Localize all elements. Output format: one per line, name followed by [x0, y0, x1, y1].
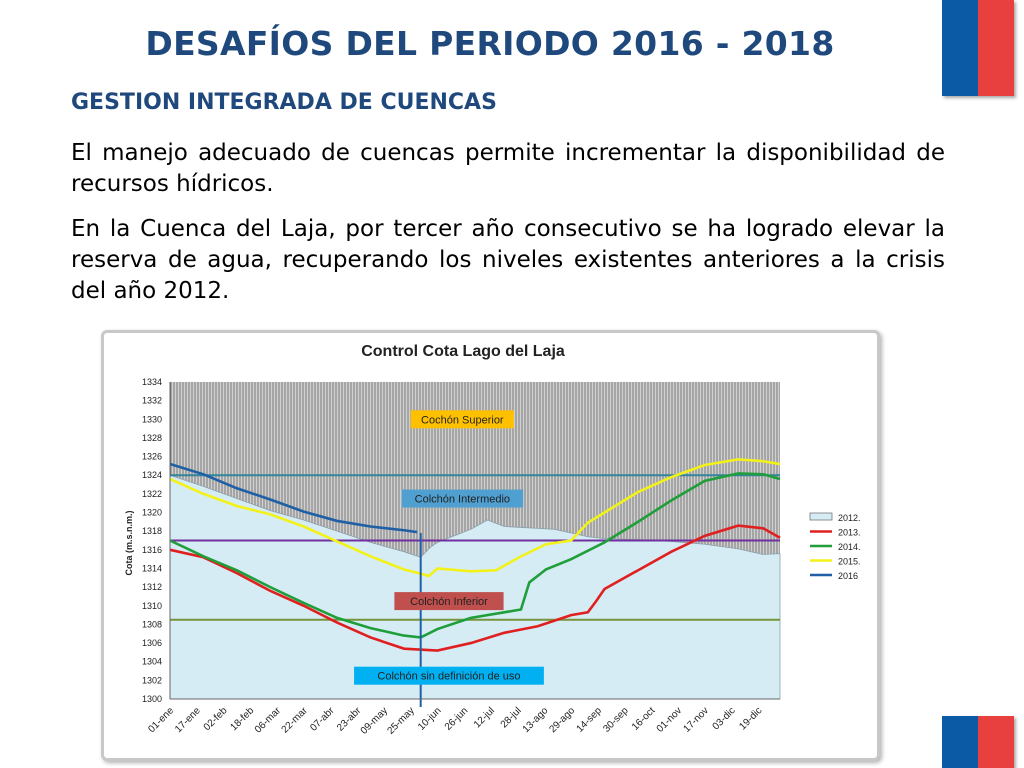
- x-tick-label: 16-oct: [630, 705, 658, 733]
- y-tick-label: 1312: [142, 582, 162, 592]
- flag-red-stripe: [978, 0, 1014, 96]
- x-tick-label: 17-nov: [682, 705, 711, 734]
- legend-label: 2014.: [838, 542, 861, 552]
- x-tick-label: 01-ene: [146, 705, 176, 735]
- flag-logo-top: [942, 0, 1014, 96]
- y-tick-label: 1306: [142, 638, 162, 648]
- x-tick-label: 26-jun: [443, 705, 470, 732]
- x-tick-label: 06-mar: [253, 705, 284, 736]
- y-tick-label: 1302: [142, 675, 162, 685]
- zone-label-text-1: Colchón Intermedio: [415, 494, 510, 506]
- x-tick-label: 19-dic: [737, 705, 764, 732]
- x-tick-label: 22-mar: [280, 705, 311, 736]
- y-tick-label: 1316: [142, 545, 162, 555]
- zone-label-text-2: Colchón Inferior: [410, 596, 488, 608]
- x-tick-label: 12-jul: [472, 705, 497, 730]
- y-tick-label: 1308: [142, 619, 162, 629]
- legend-label: 2016: [838, 571, 858, 581]
- x-tick-label: 02-feb: [202, 705, 230, 733]
- paragraph-laja: En la Cuenca del Laja, por tercer año co…: [71, 216, 945, 304]
- x-tick-label: 30-sep: [601, 705, 631, 735]
- y-tick-label: 1322: [142, 489, 162, 499]
- series-area-2012: [169, 474, 781, 700]
- y-tick-label: 1318: [142, 526, 162, 536]
- y-tick-label: 1300: [142, 694, 162, 704]
- chart-frame: Control Cota Lago del Laja Cota (m.s.n.m…: [101, 330, 880, 761]
- lake-level-chart: Control Cota Lago del Laja Cota (m.s.n.m…: [124, 343, 861, 737]
- y-tick-label: 1332: [142, 396, 162, 406]
- legend-label: 2012.: [838, 513, 861, 523]
- zone-label-box-0: [410, 410, 514, 429]
- series-line-2015: [169, 458, 781, 578]
- zone-label-text-3: Colchón sin definición de uso: [377, 671, 520, 683]
- flag-blue-stripe: [942, 716, 978, 768]
- legend-label: 2015.: [838, 557, 861, 567]
- series-line-2016: [169, 462, 418, 534]
- x-tick-label: 17-ene: [173, 705, 203, 735]
- slide-title: DESAFÍOS DEL PERIODO 2016 - 2018: [145, 24, 835, 63]
- x-tick-label: 28-jul: [499, 705, 524, 730]
- x-tick-label: 25-may: [385, 705, 416, 736]
- slide-subtitle: GESTION INTEGRADA DE CUENCAS: [71, 90, 497, 115]
- series-line-2014: [169, 472, 781, 639]
- flag-red-stripe: [978, 716, 1014, 768]
- legend-swatch: [809, 512, 833, 521]
- x-tick-label: 07-abr: [308, 705, 337, 734]
- zone-label-box-1: [401, 489, 524, 508]
- series-line-2013: [169, 524, 781, 652]
- legend-label: 2013.: [838, 528, 861, 538]
- x-tick-label: 13-ago: [521, 705, 551, 735]
- x-tick-label: 14-sep: [575, 705, 605, 735]
- y-tick-label: 1326: [142, 452, 162, 462]
- y-tick-label: 1304: [142, 657, 162, 667]
- x-tick-label: 18-feb: [229, 705, 257, 733]
- y-tick-label: 1328: [142, 433, 162, 443]
- x-tick-label: 01-nov: [655, 705, 684, 734]
- y-tick-label: 1334: [142, 377, 162, 387]
- y-tick-label: 1320: [142, 508, 162, 518]
- x-tick-label: 03-dic: [711, 705, 738, 732]
- y-tick-label: 1324: [142, 470, 162, 480]
- y-tick-label: 1330: [142, 414, 162, 424]
- x-tick-label: 29-ago: [547, 705, 577, 735]
- flag-blue-stripe: [942, 0, 978, 96]
- zone-label-text-0: Cochón Superior: [421, 414, 504, 426]
- y-tick-label: 1314: [142, 563, 162, 573]
- chart-title: Control Cota Lago del Laja: [361, 343, 565, 360]
- y-tick-label: 1310: [142, 601, 162, 611]
- zone-label-box-3: [354, 666, 544, 685]
- zone-label-box-2: [394, 592, 504, 611]
- x-tick-label: 10-jun: [416, 705, 443, 732]
- x-tick-label: 09-may: [359, 705, 390, 736]
- flag-logo-bottom: [942, 716, 1014, 768]
- y-axis-label: Cota (m.s.n.m.): [124, 510, 134, 575]
- paragraph-cuencas: El manejo adecuado de cuencas permite in…: [71, 140, 945, 197]
